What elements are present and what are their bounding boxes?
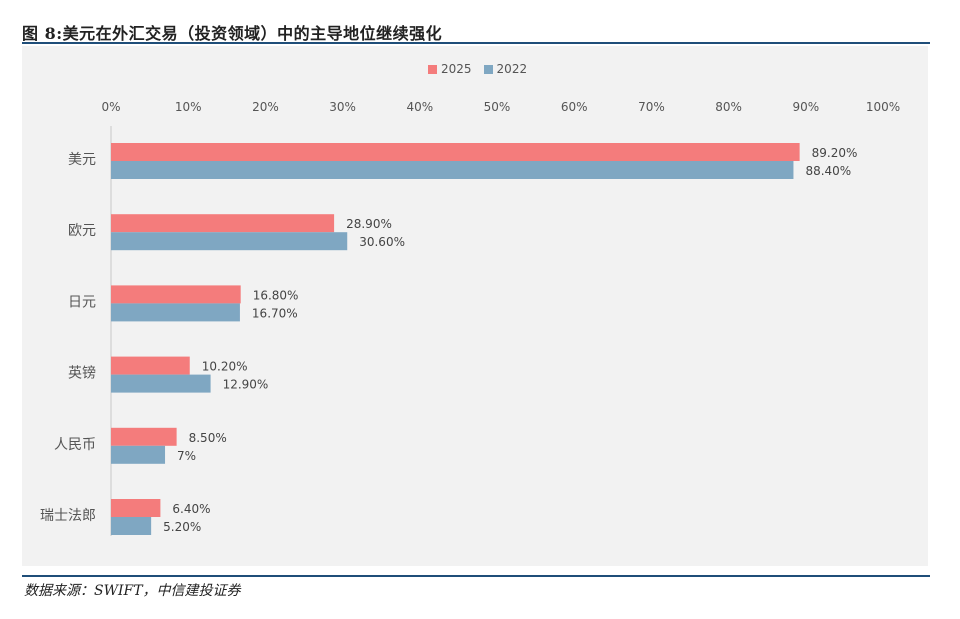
data-label-2025: 89.20% [812,146,858,160]
data-label-2022: 16.70% [252,306,298,320]
y-category-label: 欧元 [68,223,96,239]
y-category-label: 人民币 [54,437,96,453]
y-category-label: 瑞士法郎 [40,508,96,524]
data-label-2025: 8.50% [189,431,227,445]
legend-swatch-2022 [483,64,493,74]
bar-2022 [111,232,348,251]
bar-2022 [111,161,794,179]
top-rule [22,42,930,44]
y-category-label: 日元 [68,294,96,310]
legend-item-2022: 2022 [483,62,528,76]
figure-title: 图 8:美元在外汇交易（投资领域）中的主导地位继续强化 [22,24,443,43]
bar-2022 [111,445,166,464]
bar-2022 [111,303,240,322]
data-label-2025: 10.20% [202,360,248,374]
bar-2025 [111,214,335,233]
legend-label-2025: 2025 [441,62,472,76]
y-category-label: 英镑 [68,365,96,382]
bar-2025 [111,499,161,517]
legend-item-2025: 2025 [428,62,472,76]
x-tick-label: 20% [252,100,279,114]
data-label-2022: 30.60% [359,235,405,249]
x-tick-label: 100% [866,100,900,114]
data-label-2022: 5.20% [163,520,201,534]
bar-2022 [111,374,211,393]
data-label-2025: 6.40% [172,502,210,516]
x-tick-label: 30% [329,100,356,114]
chart-legend: 2025 2022 [428,62,527,76]
x-tick-label: 50% [484,100,511,114]
y-category-label: 美元 [68,152,96,168]
x-tick-label: 90% [792,100,819,114]
bar-2025 [111,427,177,446]
bar-2022 [111,517,152,535]
data-label-2022: 88.40% [805,164,851,178]
x-tick-label: 10% [175,100,202,114]
bar-2025 [111,143,800,161]
x-tick-label: 40% [406,100,433,114]
data-label-2022: 12.90% [223,378,269,392]
source-note: 数据来源：SWIFT，中信建投证券 [24,583,241,599]
bottom-rule [22,575,930,577]
data-label-2025: 16.80% [253,288,299,302]
x-tick-label: 70% [638,100,665,114]
bar-2025 [111,356,190,375]
data-label-2025: 28.90% [346,217,392,231]
x-tick-label: 0% [101,100,120,114]
legend-swatch-2025 [428,64,437,74]
x-tick-label: 80% [715,100,742,114]
data-label-2022: 7% [177,449,196,463]
bar-2025 [111,285,241,304]
legend-label-2022: 2022 [496,62,528,76]
x-tick-label: 60% [561,100,588,114]
